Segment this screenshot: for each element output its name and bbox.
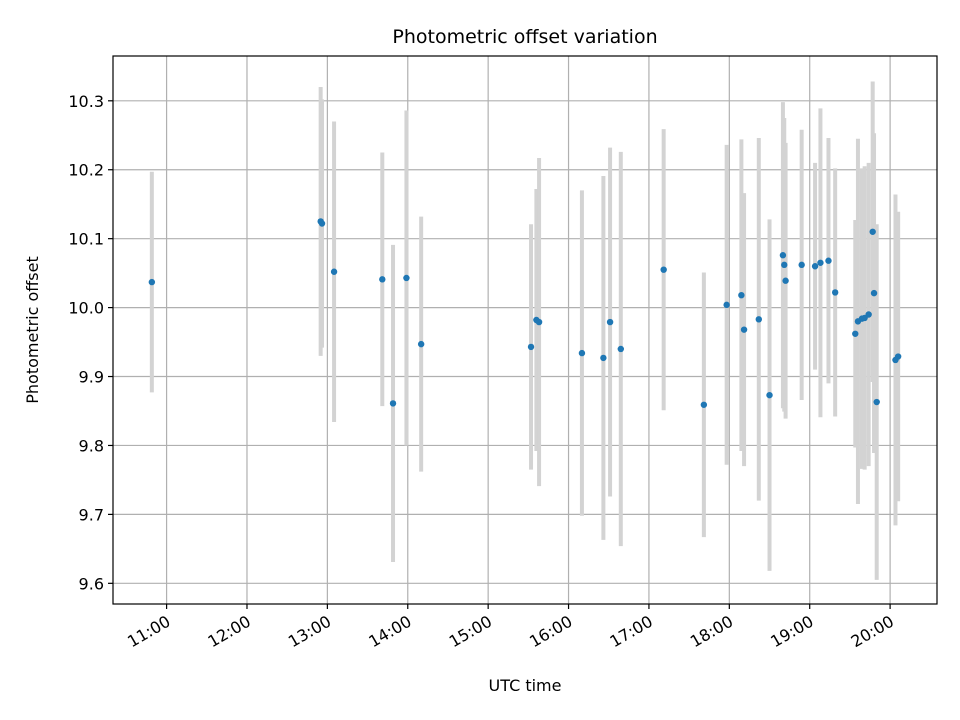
data-point [894, 353, 902, 360]
grid [113, 56, 937, 604]
y-tick-label: 10.0 [68, 299, 104, 318]
data-point [417, 340, 425, 348]
data-point [403, 274, 410, 282]
data-point [865, 311, 872, 318]
data-point [811, 263, 819, 270]
data-point [148, 278, 156, 286]
y-tick-label: 9.8 [79, 436, 104, 455]
data-point [740, 326, 748, 333]
y-tick-label: 10.3 [68, 92, 104, 111]
y-axis: 9.6 9.7 9.8 9.9 10.0 10.1 10.2 10.3 [68, 92, 113, 593]
data-point [330, 268, 338, 275]
data-point [831, 289, 839, 296]
data-point [779, 252, 787, 259]
data-point [723, 301, 730, 309]
data-point [755, 316, 763, 323]
data-point [660, 266, 667, 273]
data-point [535, 318, 543, 326]
data-point [766, 391, 773, 399]
data-point [781, 261, 788, 269]
chart-title: Photometric offset variation [392, 26, 657, 48]
data-point [852, 330, 859, 337]
data-point [578, 349, 586, 357]
data-point [870, 289, 878, 297]
data-point [738, 291, 745, 299]
data-point [782, 277, 789, 284]
data-point [798, 261, 805, 269]
data-points [148, 218, 902, 408]
data-point [379, 276, 386, 283]
y-tick-label: 9.6 [79, 574, 104, 593]
data-point [869, 228, 876, 235]
data-point [617, 345, 624, 353]
y-tick-label: 10.2 [68, 161, 104, 180]
y-tick-label: 9.9 [79, 368, 104, 387]
data-point [527, 343, 535, 351]
data-point [600, 354, 607, 362]
data-point [389, 400, 397, 407]
data-point [873, 398, 880, 406]
y-axis-label: Photometric offset [23, 256, 42, 404]
data-point [825, 257, 832, 264]
plot-frame [112, 55, 938, 605]
y-tick-label: 9.7 [79, 505, 104, 524]
x-axis-label: UTC time [489, 676, 562, 695]
data-point [700, 401, 708, 408]
y-tick-label: 10.1 [68, 230, 104, 249]
data-point [817, 259, 824, 266]
data-point [318, 220, 326, 227]
data-point [606, 318, 614, 326]
